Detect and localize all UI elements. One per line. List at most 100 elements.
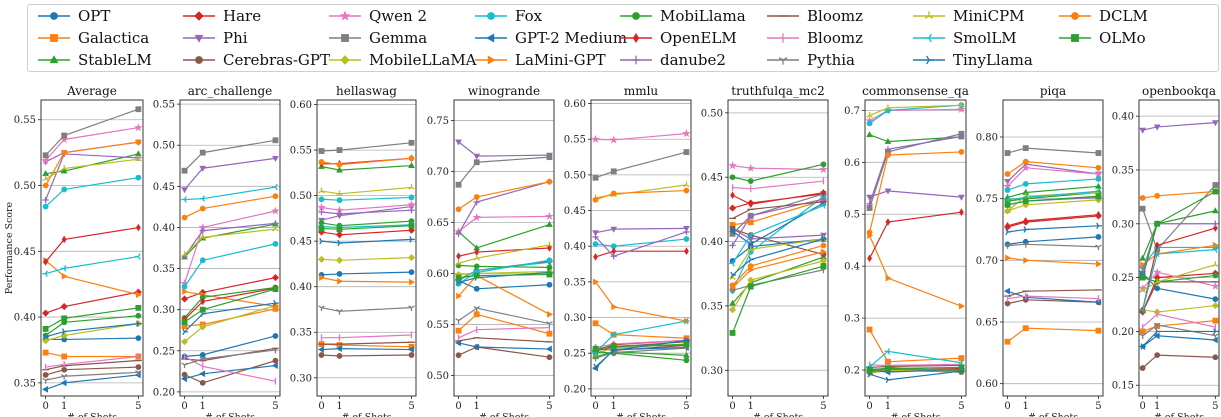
- y-tick-label: 0.70: [427, 167, 449, 178]
- data-point: [1022, 145, 1029, 151]
- legend-item-fox: Fox: [473, 6, 542, 26]
- data-point: [1021, 163, 1030, 172]
- series-bloomz: [455, 337, 553, 343]
- series-gpt-2-medium: [454, 339, 552, 353]
- y-tick-label: 0.5: [844, 210, 860, 221]
- y-tick-label: 0.55: [564, 135, 586, 146]
- series-dclm: [42, 139, 142, 189]
- data-point: [135, 223, 141, 232]
- data-point: [182, 328, 188, 336]
- legend-swatch: [1059, 34, 1091, 42]
- data-point: [1212, 224, 1218, 232]
- legend-swatch: [183, 34, 215, 43]
- series-line: [1007, 243, 1099, 248]
- data-point: [1004, 171, 1011, 177]
- data-point: [592, 196, 599, 203]
- series-line: [458, 244, 550, 264]
- series-line: [321, 277, 412, 283]
- data-point: [885, 274, 892, 282]
- series-line: [869, 108, 962, 122]
- chart-title: Average: [66, 84, 117, 98]
- data-point: [318, 208, 325, 216]
- legend-swatch: [475, 33, 507, 43]
- data-point: [455, 181, 462, 188]
- series-lamini-gpt: [43, 257, 142, 299]
- data-point: [42, 372, 49, 378]
- series-line: [595, 238, 687, 247]
- y-tick-label: 0.50: [290, 191, 312, 202]
- legend-swatch-marker: [487, 12, 495, 20]
- series-olmo: [181, 286, 279, 325]
- data-point: [1139, 127, 1147, 134]
- series-qwen-2: [591, 129, 691, 144]
- series-bloomz: [181, 347, 279, 362]
- data-point: [547, 244, 552, 252]
- data-point: [1004, 201, 1011, 208]
- legend-swatch-marker: [194, 34, 204, 43]
- data-point: [747, 245, 754, 252]
- series-minicpm: [181, 225, 279, 257]
- series-galactica: [866, 326, 965, 365]
- series-tinyllama: [730, 235, 827, 279]
- legend-label: OPT: [78, 7, 111, 25]
- data-point: [1096, 222, 1102, 230]
- data-point: [135, 155, 142, 162]
- legend-swatch-marker: [924, 33, 932, 43]
- legend-swatch: [38, 55, 70, 64]
- series-line: [595, 151, 687, 179]
- series-fox: [318, 194, 415, 204]
- data-point: [318, 187, 325, 194]
- data-point: [729, 330, 736, 336]
- legend-swatch: [329, 55, 361, 65]
- data-point: [199, 257, 206, 264]
- data-point: [456, 252, 461, 260]
- x-tick-label: 1: [1023, 401, 1029, 412]
- data-point: [1152, 267, 1162, 276]
- data-point: [866, 194, 873, 201]
- x-axis-label: # of Shots: [67, 412, 117, 417]
- series-bloomz: [44, 353, 140, 371]
- data-point: [317, 255, 326, 263]
- data-point: [748, 200, 754, 209]
- y-tick-label: 0.75: [427, 116, 449, 127]
- series-smollm: [181, 183, 278, 203]
- data-point: [1212, 272, 1219, 279]
- legend-label: Hare: [223, 7, 262, 25]
- data-point: [409, 236, 415, 243]
- data-point: [455, 352, 462, 359]
- data-point: [1140, 343, 1147, 350]
- legend-swatch-marker: [50, 12, 58, 20]
- legend-item-openelm: OpenELM: [618, 28, 737, 48]
- plot-frame: [316, 99, 417, 397]
- data-point: [546, 330, 553, 337]
- data-point: [866, 112, 873, 118]
- data-point: [547, 310, 554, 318]
- data-point: [336, 271, 343, 277]
- data-point: [546, 271, 553, 278]
- data-point: [61, 132, 68, 139]
- x-tick-label: 1: [474, 401, 480, 412]
- series-gemma: [42, 106, 142, 159]
- data-point: [336, 147, 343, 153]
- data-point: [408, 161, 415, 168]
- data-point: [820, 242, 827, 249]
- data-point: [884, 348, 891, 355]
- y-tick-label: 0.25: [564, 349, 586, 360]
- x-tick-label: 1: [336, 401, 342, 412]
- y-tick-label: 0.50: [701, 108, 723, 119]
- data-point: [199, 195, 205, 202]
- series-openelm: [867, 208, 964, 263]
- data-point: [272, 240, 279, 247]
- data-point: [42, 182, 49, 189]
- series-line: [45, 177, 139, 208]
- series-line: [1142, 335, 1216, 347]
- data-point: [134, 253, 141, 260]
- data-point: [407, 200, 416, 209]
- data-point: [60, 379, 67, 387]
- data-point: [318, 352, 325, 358]
- series-bloomz: [729, 201, 827, 220]
- series-gpt-2-medium: [317, 345, 414, 353]
- data-point: [319, 274, 326, 281]
- data-point: [1211, 281, 1220, 290]
- chart-panel-piqa: 0.60 0.65 0.70 0.75 0.80 0 1 5 piqa # of Shots: [976, 84, 1104, 417]
